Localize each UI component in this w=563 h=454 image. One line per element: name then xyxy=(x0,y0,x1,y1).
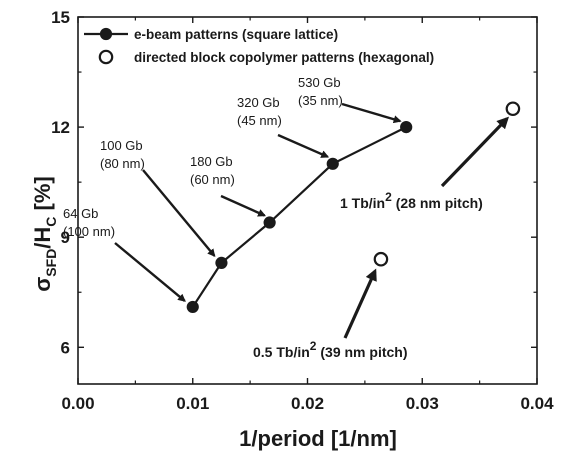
bcp-data-point xyxy=(505,101,521,117)
x-axis-title: 1/period [1/nm] xyxy=(239,426,397,451)
annotation-label-line1: 100 Gb xyxy=(100,138,143,153)
annotation-arrow xyxy=(220,194,267,217)
x-tick-label: 0.04 xyxy=(520,394,554,413)
annotation-arrow xyxy=(277,133,330,158)
bcp-annotation-label: 0.5 Tb/in2 (39 nm pitch) xyxy=(253,339,408,360)
ebeam-data-point xyxy=(263,216,276,229)
annotation-label-line2: (60 nm) xyxy=(190,172,235,187)
bcp-annotation-arrow xyxy=(343,268,377,339)
y-axis-title: σSFD/HC [%] xyxy=(30,176,59,292)
x-tick-label: 0.01 xyxy=(176,394,209,413)
ebeam-data-point xyxy=(400,121,413,134)
tick-labels: 0.00 0.01 0.02 0.03 0.04 6 9 12 15 xyxy=(51,8,554,413)
x-tick-label: 0.03 xyxy=(406,394,439,413)
legend-marker-ebeam xyxy=(99,27,113,41)
annotation-label-line1: 320 Gb xyxy=(237,95,280,110)
annotation-arrows xyxy=(114,102,509,339)
bcp-annotation-arrow xyxy=(440,116,509,188)
bcp-annotation-label: 1 Tb/in2 (28 nm pitch) xyxy=(340,190,483,211)
ebeam-data-point xyxy=(186,300,199,314)
legend-label-ebeam: e-beam patterns (square lattice) xyxy=(134,27,338,42)
annotation-label-line1: 64 Gb xyxy=(63,206,98,221)
annotation-label-line1: 180 Gb xyxy=(190,154,233,169)
y-tick-label: 9 xyxy=(61,228,70,247)
ebeam-data-point xyxy=(326,157,339,170)
legend-label-bcp: directed block copolymer patterns (hexag… xyxy=(134,50,434,65)
annotation-label-line2: (35 nm) xyxy=(298,93,343,108)
y-tick-label: 12 xyxy=(51,118,70,137)
x-tick-label: 0.02 xyxy=(291,394,324,413)
y-tick-label: 15 xyxy=(51,8,70,27)
annotation-arrow xyxy=(341,102,402,124)
legend-marker-bcp xyxy=(98,49,114,65)
axis-ticks xyxy=(77,16,538,384)
data-markers xyxy=(186,101,521,314)
x-tick-label: 0.00 xyxy=(61,394,94,413)
annotation-arrow xyxy=(114,242,186,302)
annotation-label-line2: (45 nm) xyxy=(237,113,282,128)
legend: e-beam patterns (square lattice) directed… xyxy=(84,27,434,65)
ebeam-data-point xyxy=(215,256,228,269)
y-tick-label: 6 xyxy=(61,338,70,357)
annotation-label-line1: 530 Gb xyxy=(298,75,341,90)
bcp-data-point xyxy=(373,251,389,267)
annotation-label-line2: (80 nm) xyxy=(100,156,145,171)
annotations: 64 Gb (100 nm) 100 Gb (80 nm) 180 Gb (60 nm) 3… xyxy=(63,75,483,360)
annotation-label-line2: (100 nm) xyxy=(63,224,115,239)
annotation-arrow xyxy=(142,169,216,258)
